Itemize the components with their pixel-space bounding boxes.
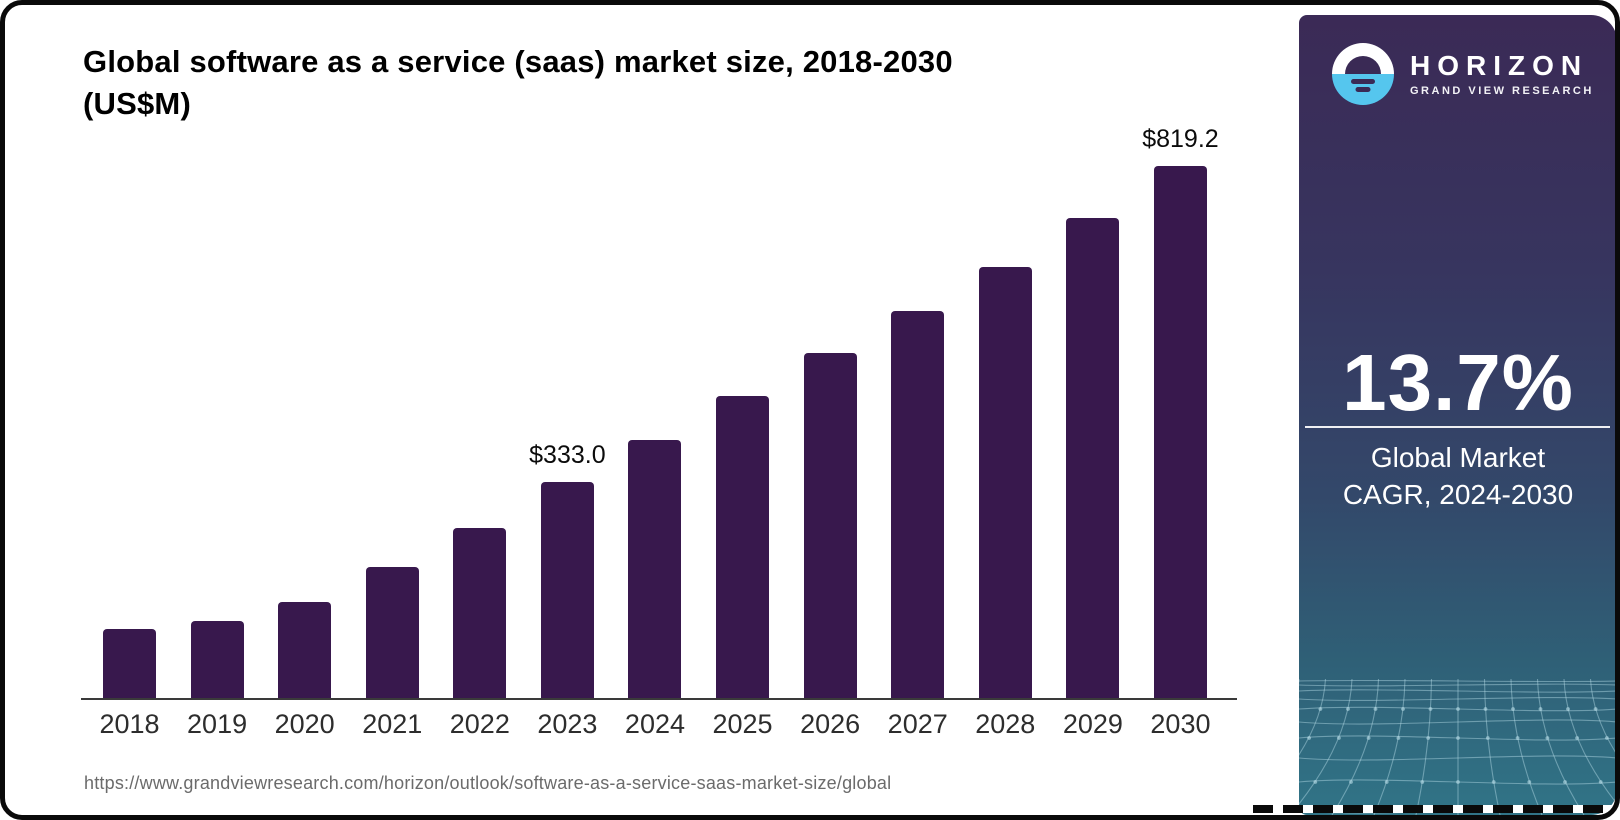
source-url: https://www.grandviewresearch.com/horizo… [84,773,892,793]
stat-divider [1305,426,1610,428]
x-axis-label-2018: 2018 [99,709,160,739]
brand-tagline: GRAND VIEW RESEARCH [1410,85,1594,97]
x-axis-label-2030: 2030 [1150,709,1211,739]
x-axis-label-2028: 2028 [975,709,1036,739]
x-axis-label-2021: 2021 [362,709,423,739]
cagr-stat-value: 13.7% [1342,338,1574,427]
sun-icon [1345,56,1381,74]
bar-2020 [278,601,332,698]
bar-2023 [540,481,594,698]
bar-2024 [628,439,682,698]
cagr-caption-line1: Global Market [1370,442,1546,473]
bottom-dash-decoration [1253,805,1612,813]
bar-2029 [1066,218,1120,698]
x-axis-label-2029: 2029 [1062,709,1123,739]
chart-title-line1: Global software as a service (saas) mark… [83,44,953,79]
chart-title: Global software as a service (saas) mark… [83,41,1163,125]
bar-2021 [365,566,419,698]
bar-2025 [716,396,770,698]
x-axis-label-2023: 2023 [537,709,598,739]
x-axis-labels: 2018 2019 2020 2021 2022 2023 2024 2025 2026 2027… [99,709,1210,743]
sun-reflection-line [1351,79,1375,84]
bar-2019 [190,620,244,698]
bar-2028 [978,266,1032,698]
x-axis-label-2025: 2025 [712,709,773,739]
x-axis-label-2026: 2026 [800,709,861,739]
bar-2026 [803,353,857,698]
bar-2027 [891,310,945,698]
bar-2022 [453,527,507,698]
x-axis-label-2022: 2022 [449,709,510,739]
bar-chart-plot-area: $333.0 $819.2 [103,125,1219,698]
mesh-pattern [1299,678,1615,815]
brand-logo: HORIZON GRAND VIEW RESEARCH [1332,43,1594,105]
brand-name: HORIZON [1410,50,1589,81]
brand-text: HORIZON GRAND VIEW RESEARCH [1410,50,1594,98]
bar-2018 [103,629,156,698]
cagr-caption-line2: CAGR, 2024-2030 [1342,479,1574,510]
x-axis-label-2027: 2027 [887,709,948,739]
x-axis-line [81,698,1237,700]
bar-value-label-2023: $333.0 [529,440,606,469]
sun-reflection-line [1355,87,1371,92]
x-axis-label-2024: 2024 [624,709,685,739]
sidebar-panel: HORIZON GRAND VIEW RESEARCH 13.7% Global… [1299,15,1615,815]
horizon-sun-logo-icon [1332,43,1394,105]
x-axis-label-2019: 2019 [187,709,248,739]
x-axis-label-2020: 2020 [274,709,335,739]
cagr-stat-caption: Global Market CAGR, 2024-2030 [1299,439,1615,513]
bar-2030 [1153,166,1207,698]
bar-value-label-2030: $819.2 [1142,125,1219,153]
chart-title-line2: (US$M) [83,86,191,121]
